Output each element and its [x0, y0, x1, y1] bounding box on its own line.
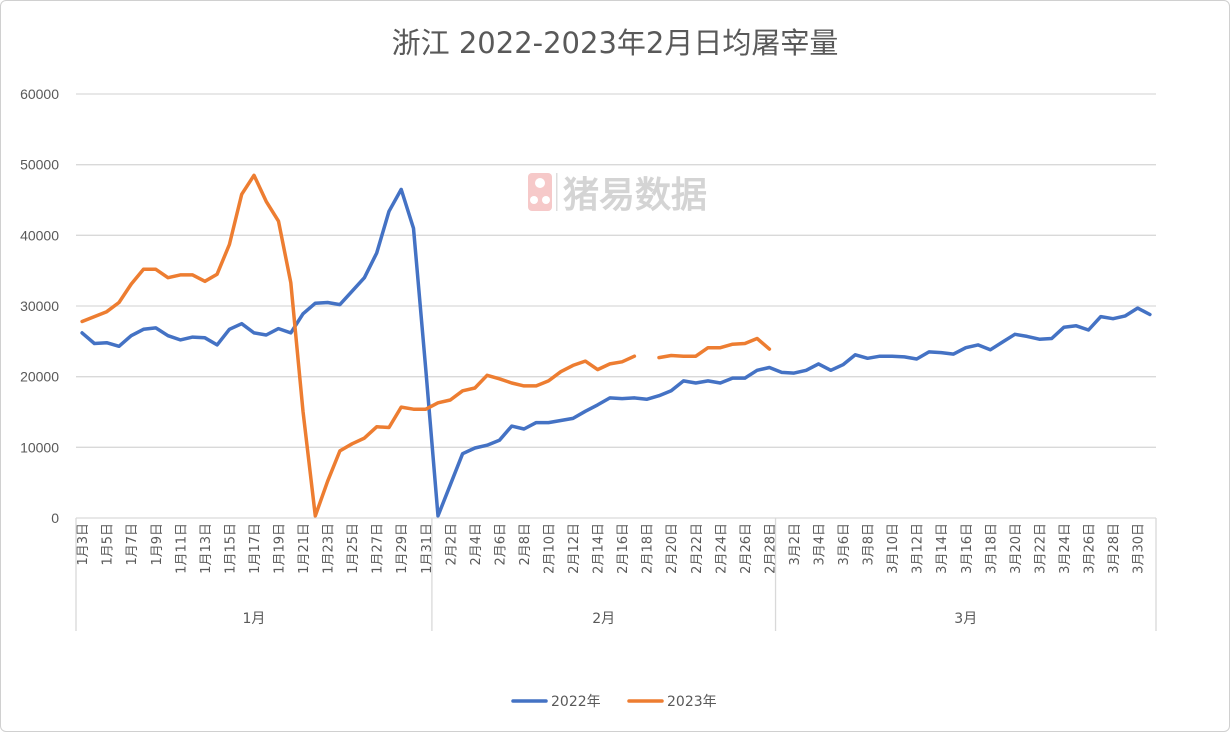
watermark-text: 猪易数据	[563, 175, 707, 216]
x-tick-label: 3月28日	[1107, 523, 1122, 574]
x-tick-label: 1月27日	[371, 523, 386, 574]
x-tick-label: 2月28日	[763, 523, 778, 574]
x-tick-label: 2月14日	[592, 523, 607, 574]
x-tick-label: 3月20日	[1009, 523, 1024, 574]
x-group-label: 2月	[592, 611, 615, 627]
x-tick-label: 1月13日	[199, 523, 214, 574]
series-line-2023年	[80, 173, 772, 518]
legend-item: 2023年	[627, 694, 717, 710]
x-tick-label: 2月12日	[567, 523, 582, 574]
x-tick-label: 3月8日	[862, 523, 877, 566]
x-tick-label: 2月10日	[543, 523, 558, 574]
x-tick-label: 2月26日	[739, 523, 754, 574]
x-tick-label: 1月25日	[346, 523, 361, 574]
x-tick-label: 3月2日	[788, 523, 803, 566]
x-group-label: 1月	[242, 611, 265, 627]
x-tick-label: 3月30日	[1132, 523, 1147, 574]
x-group-label: 3月	[954, 611, 977, 627]
x-tick-label: 3月18日	[984, 523, 999, 574]
x-tick-label: 2月18日	[641, 523, 656, 574]
watermark-icon-dot	[542, 196, 550, 204]
x-tick-label: 1月29日	[395, 523, 410, 574]
x-tick-label: 3月16日	[960, 523, 975, 574]
x-tick-label: 2月8日	[518, 523, 533, 566]
y-tick-label: 30000	[20, 298, 59, 314]
x-tick-label: 3月12日	[911, 523, 926, 574]
y-tick-label: 50000	[20, 157, 59, 173]
chart-title: 浙江 2022-2023年2月日均屠宰量	[392, 26, 839, 60]
x-tick-label: 1月5日	[101, 523, 116, 566]
watermark-logo: 猪易数据	[528, 173, 707, 216]
x-tick-label: 2月4日	[469, 523, 484, 566]
x-tick-label: 3月24日	[1058, 523, 1073, 574]
watermark-divider	[556, 173, 558, 211]
y-tick-label: 10000	[20, 439, 59, 455]
x-tick-label: 1月3日	[76, 523, 91, 566]
x-tick-label: 1月11日	[174, 523, 189, 574]
y-tick-label: 0	[51, 510, 59, 526]
x-tick-label: 2月24日	[714, 523, 729, 574]
x-tick-label: 3月10日	[886, 523, 901, 574]
y-tick-label: 20000	[20, 369, 59, 385]
watermark-icon-dot	[535, 178, 545, 188]
x-tick-label: 1月19日	[273, 523, 288, 574]
y-tick-label: 40000	[20, 227, 59, 243]
x-tick-label: 1月23日	[322, 523, 337, 574]
legend-label: 2022年	[551, 694, 601, 710]
watermark-icon-dot	[530, 196, 538, 204]
legend-item: 2022年	[511, 694, 601, 710]
series-line-2022年	[80, 187, 1152, 518]
legend-label: 2023年	[667, 694, 717, 710]
x-tick-label: 3月26日	[1083, 523, 1098, 574]
x-tick-label: 3月6日	[837, 523, 852, 566]
x-tick-label: 2月2日	[444, 523, 459, 566]
x-tick-label: 1月17日	[248, 523, 263, 574]
x-tick-label: 3月14日	[935, 523, 950, 574]
x-tick-label: 3月22日	[1033, 523, 1048, 574]
x-tick-label: 1月31日	[420, 523, 435, 574]
x-tick-label: 3月4日	[813, 523, 828, 566]
x-tick-label: 2月20日	[665, 523, 680, 574]
x-tick-label: 1月15日	[223, 523, 238, 574]
x-tick-label: 1月9日	[150, 523, 165, 566]
x-tick-label: 2月22日	[690, 523, 705, 574]
y-tick-label: 60000	[20, 86, 59, 102]
x-tick-label: 1月7日	[125, 523, 140, 566]
x-tick-label: 2月6日	[493, 523, 508, 566]
x-tick-label: 2月16日	[616, 523, 631, 574]
x-tick-label: 1月21日	[297, 523, 312, 574]
